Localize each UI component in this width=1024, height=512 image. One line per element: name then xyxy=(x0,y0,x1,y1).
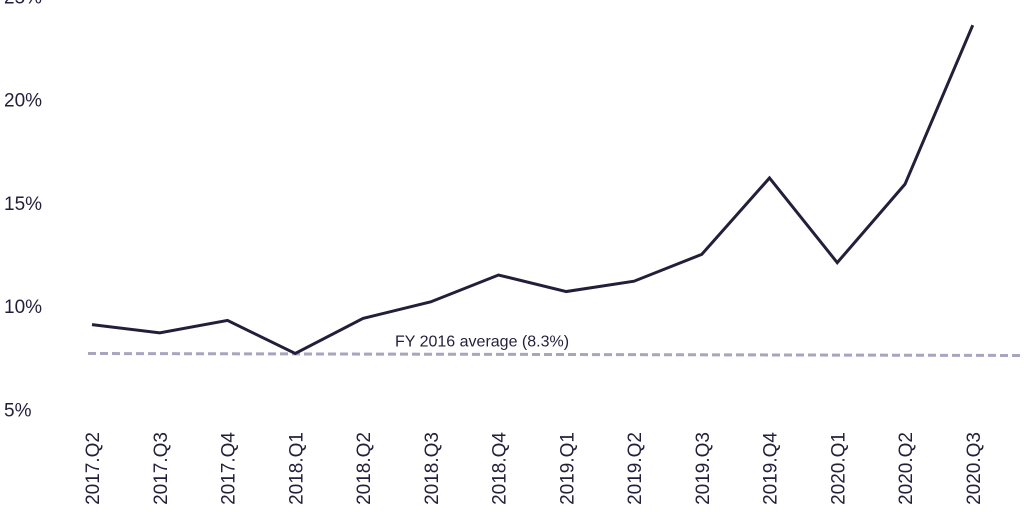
y-tick-label: 20% xyxy=(4,91,42,112)
x-tick-label: 2020.Q2 xyxy=(896,432,917,505)
y-tick-label: 25% xyxy=(4,0,42,8)
x-tick-label: 2018.Q1 xyxy=(286,432,307,505)
x-tick-label: 2019.Q1 xyxy=(557,432,578,505)
x-tick-label: 2020.Q3 xyxy=(964,432,985,505)
x-tick-label: 2019.Q4 xyxy=(761,432,782,505)
y-tick-label: 15% xyxy=(4,194,42,215)
x-tick-label: 2019.Q3 xyxy=(693,432,714,505)
reference-line-label: FY 2016 average (8.3%) xyxy=(395,333,569,350)
series-line xyxy=(91,24,975,356)
y-tick-label: 5% xyxy=(4,400,32,421)
x-tick-label: 2020.Q1 xyxy=(828,432,849,505)
x-tick-label: 2018.Q4 xyxy=(490,432,511,505)
x-tick-label: 2018.Q2 xyxy=(354,432,375,505)
reference-line xyxy=(87,351,1024,357)
x-tick-label: 2019.Q2 xyxy=(625,432,646,505)
x-tick-label: 2017.Q2 xyxy=(83,432,104,505)
x-tick-label: 2017.Q4 xyxy=(219,432,240,505)
x-tick-label: 2018.Q3 xyxy=(422,432,443,505)
x-tick-label: 2017.Q3 xyxy=(151,432,172,505)
y-tick-label: 10% xyxy=(4,297,42,318)
